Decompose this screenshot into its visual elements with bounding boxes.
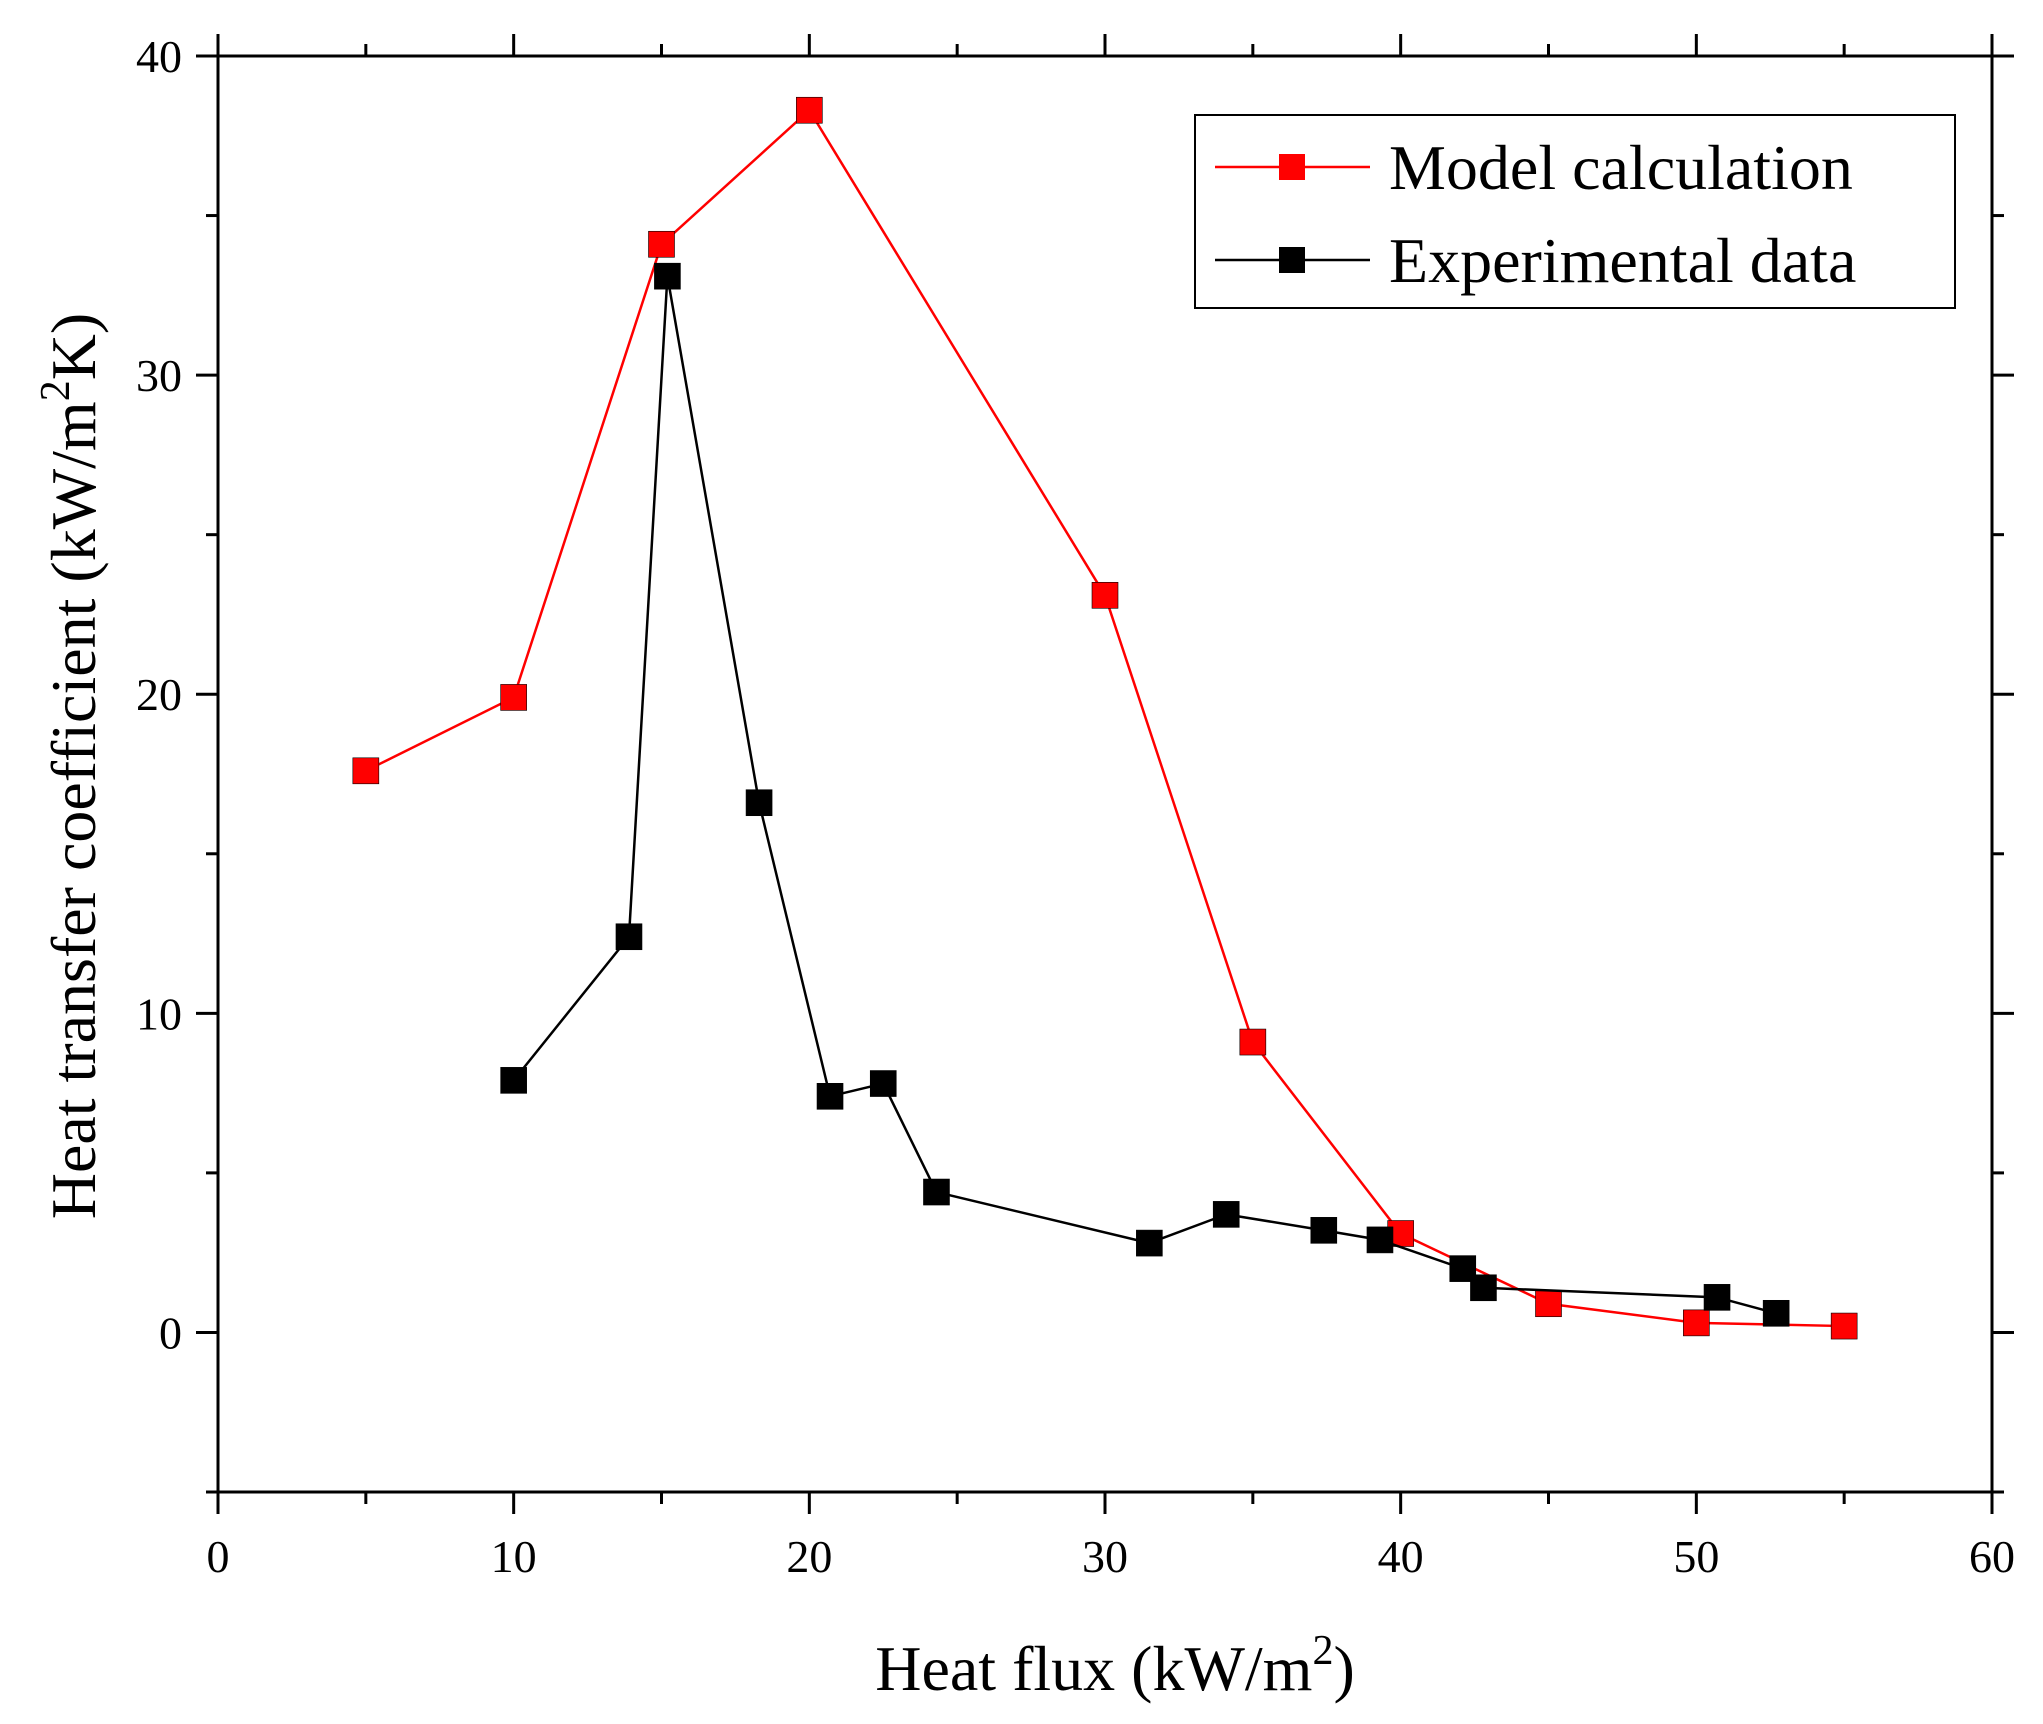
y-tick-label: 10: [136, 988, 182, 1039]
data-point: [1136, 1229, 1163, 1257]
data-point: [1470, 1274, 1497, 1302]
x-tick-label: 60: [1969, 1531, 2015, 1582]
data-point: [500, 1067, 527, 1094]
y-tick-label: 30: [136, 350, 182, 401]
series-layer: [352, 96, 1858, 1340]
legend-item: Model calculation: [1215, 132, 1853, 203]
series-model-calculation: [352, 96, 1858, 1340]
ticks-layer: [196, 34, 2014, 1514]
x-tick-label: 10: [491, 1531, 537, 1582]
legend-box: [1194, 114, 1956, 309]
legend-label: Model calculation: [1389, 132, 1853, 203]
y-tick-label: 20: [136, 669, 182, 720]
data-point: [1366, 1226, 1394, 1254]
data-point: [745, 789, 773, 817]
y-axis-title: Heat transfer coefficient (kW/m2K): [33, 313, 109, 1220]
data-point: [648, 230, 675, 258]
x-tick-label: 50: [1673, 1531, 1719, 1582]
data-point: [923, 1178, 950, 1206]
legend-label: Experimental data: [1389, 225, 1856, 296]
data-point: [1535, 1290, 1562, 1318]
legend-items: Model calculation Experimental data: [1215, 132, 1856, 296]
data-point: [1212, 1201, 1240, 1228]
x-tick-label: 20: [786, 1531, 832, 1582]
data-point: [1683, 1309, 1710, 1337]
data-point: [869, 1070, 897, 1097]
x-tick-label: 0: [207, 1531, 230, 1582]
series-line: [512, 275, 1777, 1315]
data-point: [816, 1083, 844, 1110]
legend-marker: [1279, 247, 1305, 273]
y-tick-label: 40: [136, 31, 182, 82]
x-tick-label: 30: [1082, 1531, 1128, 1582]
data-point: [1091, 581, 1119, 609]
data-point: [1830, 1312, 1858, 1340]
data-point: [1703, 1284, 1731, 1311]
data-point: [615, 923, 643, 951]
series-experimental-data: [500, 262, 1790, 1327]
series-line: [365, 108, 1845, 1328]
legend: Model calculation Experimental data: [1194, 114, 1956, 309]
data-point: [1239, 1028, 1267, 1056]
data-point: [1310, 1217, 1338, 1244]
data-point: [1762, 1299, 1790, 1327]
y-tick-label: 0: [159, 1307, 182, 1358]
legend-marker: [1279, 154, 1305, 180]
data-point: [796, 96, 823, 124]
x-axis-title: Heat flux (kW/m2): [875, 1628, 1355, 1704]
legend-item: Experimental data: [1215, 225, 1856, 296]
data-point: [654, 262, 681, 290]
tick-labels: 0 10 20 30 40 50 60 0 10 20 30 40: [136, 31, 2015, 1582]
data-point: [500, 684, 527, 711]
x-tick-label: 40: [1378, 1531, 1424, 1582]
data-point: [352, 757, 380, 785]
